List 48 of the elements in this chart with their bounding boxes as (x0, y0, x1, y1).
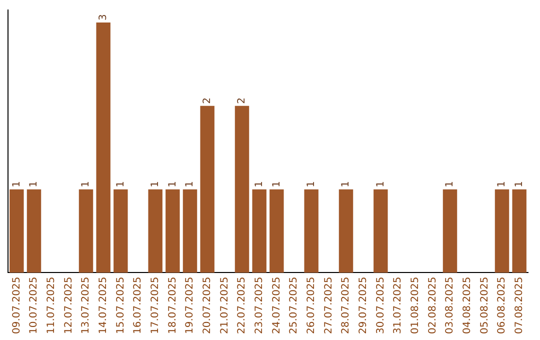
x-tick-label: 26.07.2025 (306, 276, 317, 334)
x-tick-label: 15.07.2025 (115, 276, 126, 334)
data-label: 1 (167, 180, 178, 188)
x-tick-label: 01.08.2025 (410, 276, 421, 334)
x-tick-label: 17.07.2025 (150, 276, 161, 334)
x-tick-label: 21.07.2025 (219, 276, 230, 334)
x-tick-label: 20.07.2025 (202, 276, 213, 334)
x-tick-label: 27.07.2025 (323, 276, 334, 334)
x-tick-label: 24.07.2025 (271, 276, 282, 334)
data-label: 2 (202, 98, 213, 104)
x-tick-label: 31.07.2025 (392, 276, 404, 334)
x-tick-label: 28.07.2025 (340, 276, 352, 334)
data-label: 1 (496, 180, 508, 188)
data-label: 1 (80, 180, 92, 188)
data-label: 1 (11, 180, 22, 188)
x-tick-label: 25.07.2025 (288, 276, 300, 334)
x-tick-label: 05.08.2025 (479, 276, 490, 334)
x-tick-label: 02.08.2025 (427, 276, 438, 334)
data-label: 1 (444, 180, 456, 188)
data-label: 1 (254, 180, 265, 188)
x-tick-label: 03.08.2025 (444, 276, 456, 334)
x-tick-label: 14.07.2025 (98, 276, 109, 334)
x-tick-label: 07.08.2025 (514, 276, 525, 334)
x-tick-label: 29.07.2025 (358, 276, 369, 334)
data-label: 1 (28, 180, 40, 188)
x-tick-label: 12.07.2025 (63, 276, 74, 334)
data-label: 2 (236, 98, 248, 104)
x-tick-label: 06.08.2025 (496, 276, 508, 334)
data-label: 1 (306, 180, 317, 188)
x-tick-label: 13.07.2025 (80, 276, 92, 334)
x-tick-label: 04.08.2025 (462, 276, 473, 334)
x-tick-label: 10.07.2025 (28, 276, 40, 334)
data-label: 1 (115, 180, 126, 188)
x-tick-label: 11.07.2025 (46, 276, 57, 334)
data-label: 1 (150, 180, 161, 188)
x-tick-label: 16.07.2025 (132, 276, 144, 334)
x-tick-label: 09.07.2025 (11, 276, 22, 334)
data-label: 1 (184, 180, 196, 188)
data-label: 3 (98, 14, 109, 21)
x-tick-label: 23.07.2025 (254, 276, 265, 334)
x-tick-label: 18.07.2025 (167, 276, 178, 334)
data-label: 1 (514, 180, 525, 188)
x-tick-label: 30.07.2025 (375, 276, 386, 334)
data-label: 1 (271, 180, 282, 188)
data-label: 1 (375, 180, 386, 188)
x-tick-label: 19.07.2025 (184, 276, 196, 334)
x-tick-label: 22.07.2025 (236, 276, 248, 334)
data-label: 1 (340, 180, 352, 188)
